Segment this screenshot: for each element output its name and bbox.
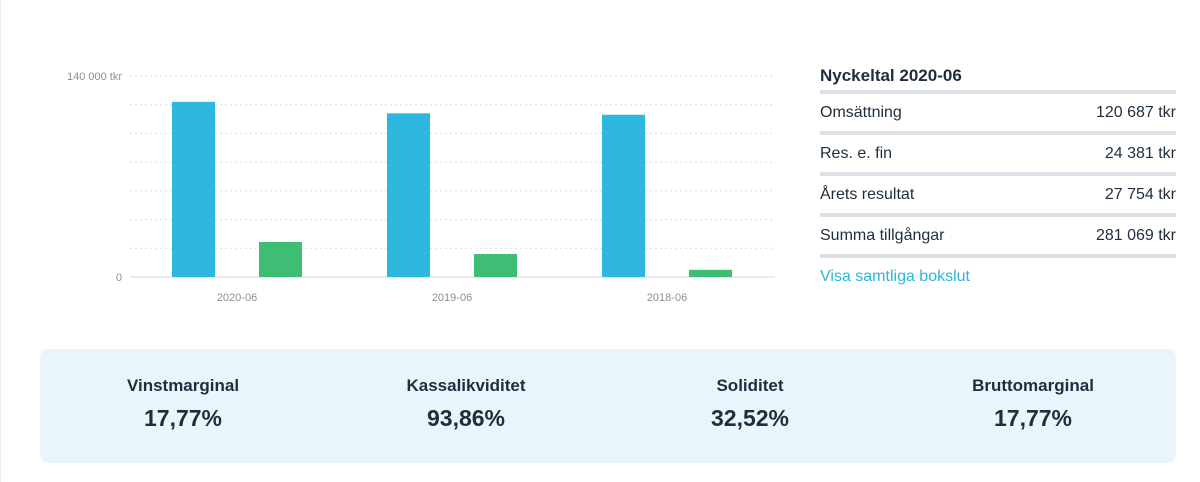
key-figure-label: Årets resultat — [820, 185, 915, 203]
key-figure-value: 120 687 tkr — [1095, 103, 1176, 121]
y-tick-label: 0 — [116, 272, 122, 284]
bar — [689, 269, 732, 277]
ratio-item-bruttomarginal: Bruttomarginal 17,77% — [913, 376, 1153, 432]
bar — [259, 241, 302, 277]
left-border — [0, 0, 1, 482]
divider — [820, 254, 1176, 258]
key-figure-row: Omsättning 120 687 tkr — [820, 94, 1176, 131]
bar-chart: 0 140 000 tkr 2020-06 2019-06 2018-06 — [67, 71, 775, 304]
key-figures-panel: Nyckeltal 2020-06 Omsättning 120 687 tkr… — [820, 62, 1176, 286]
x-tick-label: 2018-06 — [647, 292, 687, 304]
ratio-label: Kassalikviditet — [406, 376, 526, 395]
chart-labels: 0 140 000 tkr 2020-06 2019-06 2018-06 — [67, 71, 687, 304]
divider — [820, 90, 1176, 94]
ratio-value: 32,52% — [710, 405, 789, 431]
key-figure-value: 24 381 tkr — [1104, 144, 1176, 162]
key-figure-row: Årets resultat 27 754 tkr — [820, 176, 1176, 213]
chart-grid — [130, 75, 775, 278]
ratio-label: Bruttomarginal — [972, 376, 1094, 395]
bar — [602, 114, 645, 277]
show-all-statements-link[interactable]: Visa samtliga bokslut — [820, 268, 970, 285]
ratio-item-soliditet: Soliditet 32,52% — [630, 376, 870, 432]
ratio-item-vinstmarginal: Vinstmarginal 17,77% — [63, 376, 303, 432]
x-tick-label: 2020-06 — [217, 292, 257, 304]
key-figures-title: Nyckeltal 2020-06 — [820, 66, 962, 85]
bar — [172, 101, 215, 277]
chart-bars — [172, 101, 732, 277]
ratios-box: Vinstmarginal 17,77% Kassalikviditet 93,… — [40, 349, 1176, 463]
bar — [387, 113, 430, 277]
key-figure-value: 27 754 tkr — [1104, 185, 1176, 203]
ratio-label: Vinstmarginal — [126, 376, 240, 395]
key-figure-value: 281 069 tkr — [1095, 226, 1176, 244]
key-figure-label: Summa tillgångar — [820, 226, 945, 244]
divider — [820, 213, 1176, 217]
ratio-value: 17,77% — [143, 405, 222, 431]
ratio-value: 93,86% — [426, 405, 505, 431]
ratio-label: Soliditet — [716, 376, 784, 395]
divider — [820, 172, 1176, 176]
bar — [474, 254, 517, 277]
y-tick-label: 140 000 tkr — [67, 71, 122, 83]
key-figure-label: Omsättning — [820, 103, 902, 121]
key-figure-row: Summa tillgångar 281 069 tkr — [820, 217, 1176, 254]
divider — [820, 131, 1176, 135]
ratio-item-kassalikviditet: Kassalikviditet 93,86% — [346, 376, 586, 432]
key-figure-row: Res. e. fin 24 381 tkr — [820, 135, 1176, 172]
key-figure-label: Res. e. fin — [820, 144, 893, 162]
x-tick-label: 2019-06 — [432, 292, 472, 304]
ratio-value: 17,77% — [993, 405, 1072, 431]
